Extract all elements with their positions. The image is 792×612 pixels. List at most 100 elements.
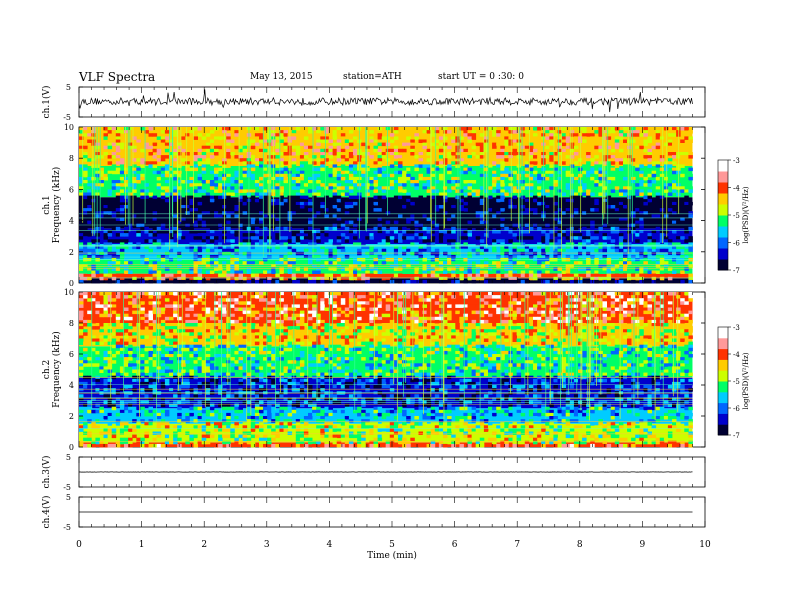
ch1-spectrogram-colorbar-cell: [718, 193, 728, 197]
ch2-spectrogram-colorbar-cell: [718, 413, 728, 417]
ch1-spectrogram-colorbar-cell: [718, 173, 728, 177]
ch1-spectrogram-ytick-label: 10: [64, 123, 74, 132]
ch3-waveform-ytick-label: -5: [63, 483, 71, 492]
ch1-spectrogram-colorbar-cell: [718, 187, 728, 191]
ch1-spectrogram-colorbar-cell: [718, 245, 728, 249]
ch2-spectrogram-colorbar-cell: [718, 337, 728, 341]
ch2-spectrogram-colorbar-cell: [718, 408, 728, 412]
ch1-spectrogram-colorbar-cell: [718, 212, 728, 216]
ch2-spectrogram-colorbar-cell: [718, 351, 728, 355]
ch1-spectrogram-colorbar-cell: [718, 234, 728, 238]
ch2-spectrogram-colorbar-cell: [718, 424, 728, 428]
ch2-spectrogram-colorbar-tick-label: -4: [733, 351, 740, 359]
ch2-spectrogram-colorbar-cell: [718, 378, 728, 382]
ch1-spectrogram-colorbar-label: log(PSD)(V²/Hz): [742, 186, 750, 243]
xaxis-label: Time (min): [367, 550, 417, 561]
ch1-spectrogram-ytick-label: 0: [69, 279, 74, 288]
ch1-waveform-trace: [78, 89, 693, 113]
xaxis-tick-label: 2: [201, 540, 207, 550]
ch1-spectrogram-colorbar-cell: [718, 223, 728, 227]
ch2-spectrogram-ytick-label: 2: [69, 412, 74, 421]
ch2-spectrogram-ytick-label: 0: [69, 443, 74, 452]
ch2-spectrogram-colorbar-cell: [718, 418, 728, 422]
ch1-spectrogram-colorbar-cell: [718, 261, 728, 265]
ch2-spectrogram-colorbar-cell: [718, 429, 728, 433]
ch2-spectrogram-colorbar-cell: [718, 383, 728, 387]
ch2-spectrogram-colorbar-cell: [718, 335, 728, 339]
ch2-spectrogram-colorbar-cell: [718, 391, 728, 395]
ch1-spectrogram-colorbar-cell: [718, 184, 728, 188]
ch2-spectrogram-ytick-label: 8: [69, 319, 74, 328]
ch1-spectrogram-ytick-label: 4: [69, 217, 74, 226]
ch1-spectrogram-colorbar-cell: [718, 179, 728, 183]
date-label: May 13, 2015: [250, 72, 313, 82]
ch2-spectrogram-colorbar-cell: [718, 359, 728, 363]
xaxis-tick-label: 6: [452, 540, 458, 550]
ch1-spectrogram-colorbar-cell: [718, 242, 728, 246]
figure-title: VLF Spectra: [79, 70, 156, 84]
xaxis-tick-label: 9: [640, 540, 646, 550]
ch1-spectrogram-colorbar-cell: [718, 198, 728, 202]
ch1-spectrogram-colorbar-cell: [718, 176, 728, 180]
ch4-waveform-ytick-label: 5: [66, 493, 71, 502]
ch2-spectrogram-colorbar-cell: [718, 367, 728, 371]
ch1-spectrogram-colorbar-cell: [718, 259, 728, 263]
ch1-spectrogram-colorbar-cell: [718, 190, 728, 194]
ch1-spectrogram-colorbar-cell: [718, 209, 728, 213]
ch2-spectrogram-speckle: [79, 292, 693, 448]
xaxis-tick-label: 8: [577, 540, 583, 550]
ch2-spectrogram-colorbar-cell: [718, 327, 728, 331]
ch1-spectrogram-ytick-label: 2: [69, 248, 74, 257]
ch2-spectrogram-colorbar-cell: [718, 421, 728, 425]
ch2-spectrogram-colorbar-cell: [718, 410, 728, 414]
ch1-spectrogram-ytick-label: 8: [69, 154, 74, 163]
ch1-spectrogram-colorbar-cell: [718, 264, 728, 268]
ch1-spectrogram-colorbar-cell: [718, 201, 728, 205]
ch2-spectrogram-colorbar-cell: [718, 340, 728, 344]
ch2-spectrogram-colorbar-cell: [718, 343, 728, 347]
xaxis-tick-label: 3: [264, 540, 270, 550]
ch4-waveform-ylabel: ch.4(V): [41, 496, 52, 529]
ch2-spectrogram-colorbar-cell: [718, 370, 728, 374]
ch1-waveform-ylabel: ch.1(V): [41, 86, 52, 119]
ch2-spectrogram-colorbar-cell: [718, 416, 728, 420]
ch3-waveform-ytick-label: 5: [66, 453, 71, 462]
ch1-spectrogram-colorbar-cell: [718, 182, 728, 186]
ch1-spectrogram-colorbar-tick-label: -7: [733, 267, 740, 275]
ch1-spectrogram-colorbar-cell: [718, 220, 728, 224]
ch1-spectrogram-colorbar-cell: [718, 237, 728, 241]
ch1-spectrogram-colorbar-tick-label: -3: [733, 157, 740, 165]
ch1-spectrogram-colorbar-cell: [718, 160, 728, 164]
ch2-spectrogram-ytick-label: 6: [69, 350, 74, 359]
ch2-spectrogram-colorbar-cell: [718, 399, 728, 404]
xaxis-tick-label: 1: [139, 540, 145, 550]
xaxis-tick-label: 4: [327, 540, 333, 550]
ch2-spectrogram-colorbar-cell: [718, 375, 728, 379]
ch1-spectrogram-ylabel: Frequency (kHz): [51, 167, 62, 244]
ch2-spectrogram-colorbar-cell: [718, 345, 728, 350]
ch1-spectrogram-colorbar-cell: [718, 215, 728, 219]
ch2-spectrogram-colorbar-cell: [718, 348, 728, 352]
ch1-waveform-ytick-label: 5: [66, 83, 71, 92]
ch2-spectrogram-colorbar-cell: [718, 402, 728, 406]
ch1-spectrogram-colorbar-tick-label: -5: [733, 212, 740, 220]
ch4-waveform-ytick-label: -5: [63, 523, 71, 532]
ch2-spectrogram-colorbar-cell: [718, 332, 728, 336]
ch1-spectrogram-colorbar-cell: [718, 162, 728, 166]
xaxis-tick-label: 0: [76, 540, 82, 550]
xaxis-tick-label: 7: [514, 540, 520, 550]
ch1-spectrogram-colorbar-cell: [718, 250, 728, 254]
ch2-spectrogram-colorbar-cell: [718, 386, 728, 390]
ch2-spectrogram-channel-label: ch.2: [42, 360, 52, 379]
ch2-spectrogram-ytick-label: 10: [64, 288, 74, 297]
ch2-spectrogram-colorbar-cell: [718, 426, 728, 431]
ch1-spectrogram-colorbar-cell: [718, 206, 728, 210]
ch1-spectrogram-colorbar-cell: [718, 231, 728, 235]
ch2-spectrogram-colorbar-cell: [718, 364, 728, 368]
ch2-spectrogram-colorbar-cell: [718, 397, 728, 401]
ch2-spectrogram-colorbar-cell: [718, 372, 728, 377]
xaxis-tick-label: 10: [699, 540, 711, 550]
ch1-spectrogram-colorbar-cell: [718, 256, 728, 260]
ch2-spectrogram-colorbar-cell: [718, 394, 728, 398]
ch2-spectrogram-colorbar-cell: [718, 329, 728, 333]
